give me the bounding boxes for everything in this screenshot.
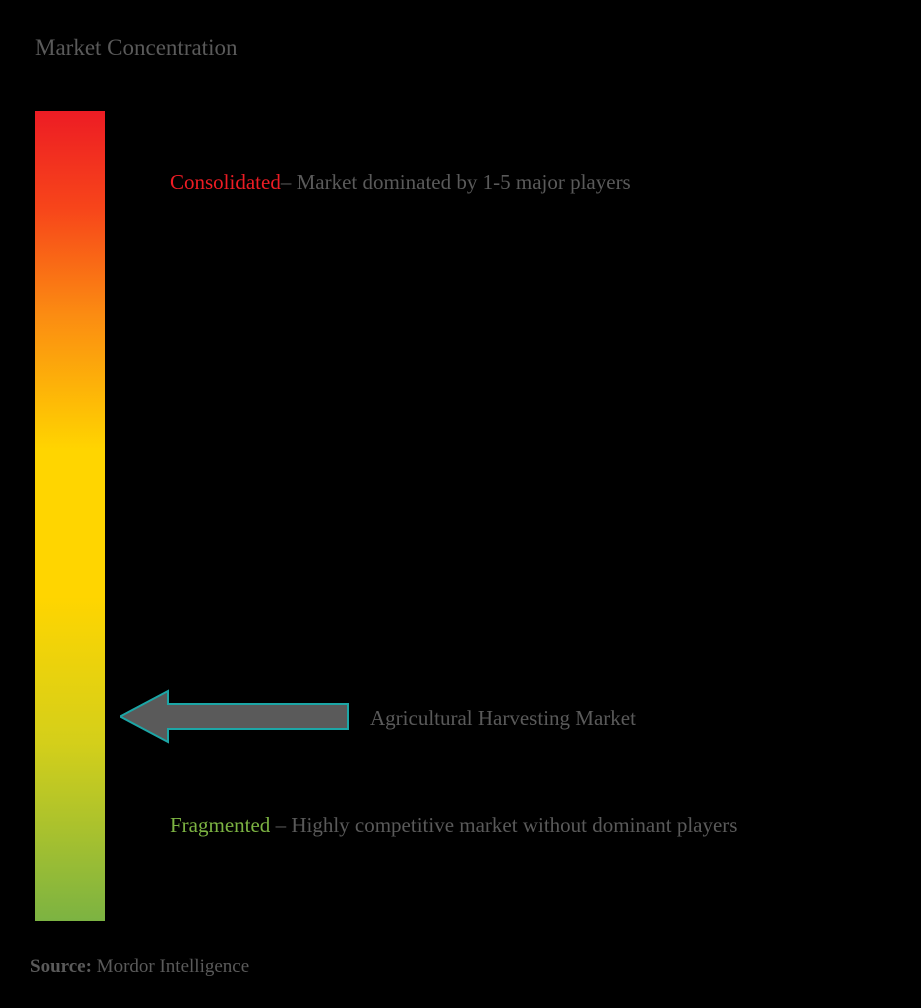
- infographic-container: Market Concentration Consolidated– Marke…: [0, 0, 921, 1008]
- source-citation: Source: Mordor Intelligence: [30, 956, 249, 978]
- marker-arrow-container: [120, 689, 350, 749]
- consolidated-label: Consolidated– Market dominated by 1-5 ma…: [170, 166, 631, 200]
- source-label: Source:: [30, 956, 92, 977]
- consolidated-keyword: Consolidated: [170, 170, 281, 194]
- gradient-scale-bar: [35, 111, 105, 921]
- chart-title: Market Concentration: [35, 35, 891, 61]
- consolidated-description: – Market dominated by 1-5 major players: [281, 170, 631, 194]
- source-value: Mordor Intelligence: [92, 956, 249, 977]
- fragmented-keyword: Fragmented: [170, 813, 270, 837]
- chart-area: Consolidated– Market dominated by 1-5 ma…: [35, 111, 891, 921]
- fragmented-description: – Highly competitive market without domi…: [270, 813, 737, 837]
- fragmented-label: Fragmented – Highly competitive market w…: [170, 806, 737, 846]
- marker-label: Agricultural Harvesting Market: [370, 706, 636, 731]
- marker-arrow-icon: [120, 689, 350, 744]
